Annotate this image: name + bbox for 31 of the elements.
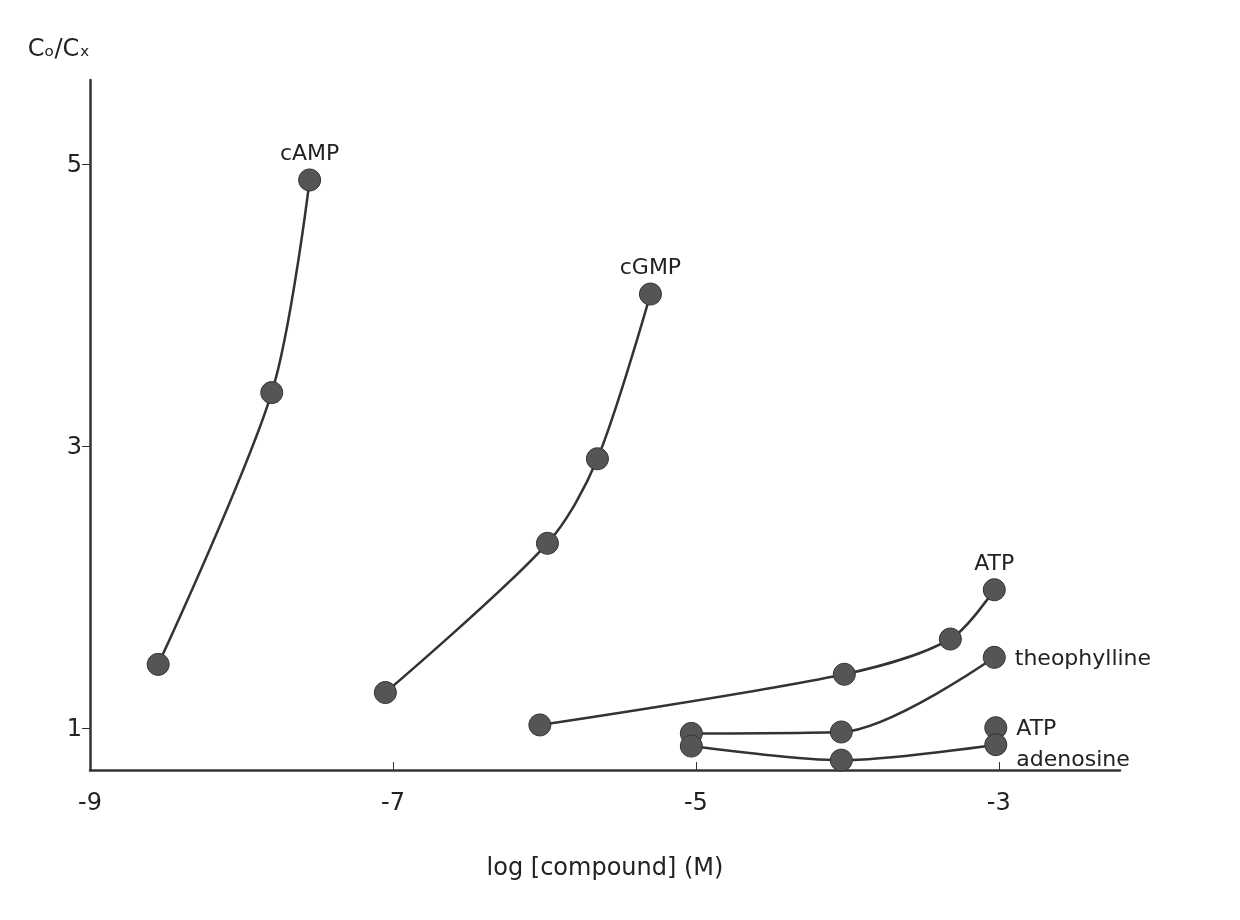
x-axis-title: log [compound] (M)	[486, 853, 724, 881]
point	[373, 681, 397, 705]
point	[298, 168, 322, 192]
x-tick-label: -9	[78, 788, 102, 816]
series-label: theophylline	[1014, 644, 1152, 670]
point	[260, 381, 284, 405]
y-axis-title: Cₒ/Cₓ	[27, 34, 90, 62]
point	[938, 627, 962, 651]
x-tick-label: -7	[380, 788, 405, 816]
legend-label: adenosine	[1016, 746, 1130, 772]
point	[146, 652, 170, 676]
point	[832, 662, 856, 686]
y-tick-label: 3	[66, 432, 82, 461]
point	[829, 748, 853, 772]
point	[528, 713, 552, 737]
x-tick-label: -3	[986, 788, 1011, 816]
x-tick-label: -5	[683, 788, 708, 816]
y-tick-label: 1	[66, 713, 82, 742]
point	[829, 720, 853, 744]
point	[982, 578, 1006, 602]
y-tick-label: 5	[66, 150, 82, 179]
series-label: cAMP	[279, 139, 340, 165]
point	[585, 447, 609, 471]
series-label: cGMP	[619, 254, 682, 280]
point	[638, 282, 662, 306]
series-label: ATP	[1016, 715, 1057, 741]
series-label: ATP	[974, 549, 1015, 575]
point	[984, 733, 1008, 757]
point	[982, 645, 1006, 669]
point	[679, 734, 703, 758]
point	[535, 531, 559, 555]
